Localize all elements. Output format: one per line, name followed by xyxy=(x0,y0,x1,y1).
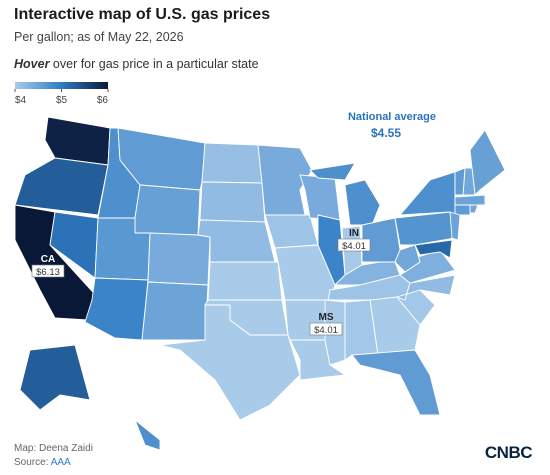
legend-tick-label: $5 xyxy=(56,95,68,106)
source-link[interactable]: AAA xyxy=(50,457,71,468)
source: Source: AAA xyxy=(14,457,71,468)
state[interactable] xyxy=(449,211,461,241)
state[interactable] xyxy=(369,296,421,356)
state[interactable] xyxy=(207,261,283,301)
state[interactable] xyxy=(134,419,161,451)
state[interactable] xyxy=(414,239,453,259)
state[interactable] xyxy=(197,219,276,263)
state-label: IN xyxy=(349,228,359,239)
legend-bar xyxy=(15,82,108,89)
state[interactable] xyxy=(257,144,313,216)
value-box xyxy=(31,264,65,278)
state[interactable] xyxy=(141,281,209,341)
title: Interactive map of U.S. gas prices xyxy=(14,6,271,23)
state[interactable] xyxy=(14,157,109,216)
legend-tick-label: $6 xyxy=(97,95,109,106)
credit: Map: Deena Zaidi xyxy=(14,443,93,454)
state[interactable] xyxy=(454,194,486,206)
state-value: $4.01 xyxy=(314,325,338,336)
state[interactable] xyxy=(469,129,506,196)
state[interactable] xyxy=(469,204,479,214)
national-average-label: National average xyxy=(348,111,436,123)
state[interactable] xyxy=(201,142,263,184)
state[interactable] xyxy=(84,277,149,341)
source-prefix: Source: xyxy=(14,457,51,468)
state[interactable] xyxy=(394,244,421,273)
subtitle: Per gallon; as of May 22, 2026 xyxy=(14,30,184,44)
state[interactable] xyxy=(299,174,341,221)
state[interactable] xyxy=(351,349,441,416)
state[interactable] xyxy=(264,214,319,249)
instruction: Hover over for gas price in a particular… xyxy=(14,57,259,71)
state[interactable] xyxy=(159,304,301,421)
state[interactable] xyxy=(147,232,211,286)
state-value: $4.01 xyxy=(342,241,366,252)
state[interactable] xyxy=(454,204,471,216)
state[interactable] xyxy=(134,184,201,236)
value-box xyxy=(337,238,371,252)
state[interactable] xyxy=(19,344,91,411)
national-average-value: $4.55 xyxy=(371,126,401,140)
state[interactable] xyxy=(399,171,456,216)
value-box xyxy=(309,322,343,336)
state[interactable] xyxy=(394,211,456,246)
state[interactable] xyxy=(309,162,381,226)
legend-tick-label: $4 xyxy=(15,95,27,106)
state[interactable] xyxy=(454,167,466,196)
state-label: MS xyxy=(319,312,334,323)
logo: CNBC xyxy=(484,443,533,462)
instruction-text: over for gas price in a particular state xyxy=(49,57,259,71)
state[interactable] xyxy=(199,181,266,223)
state-value: $6.13 xyxy=(36,267,60,278)
state-label: CA xyxy=(41,254,55,265)
instruction-emphasis: Hover xyxy=(14,57,50,71)
